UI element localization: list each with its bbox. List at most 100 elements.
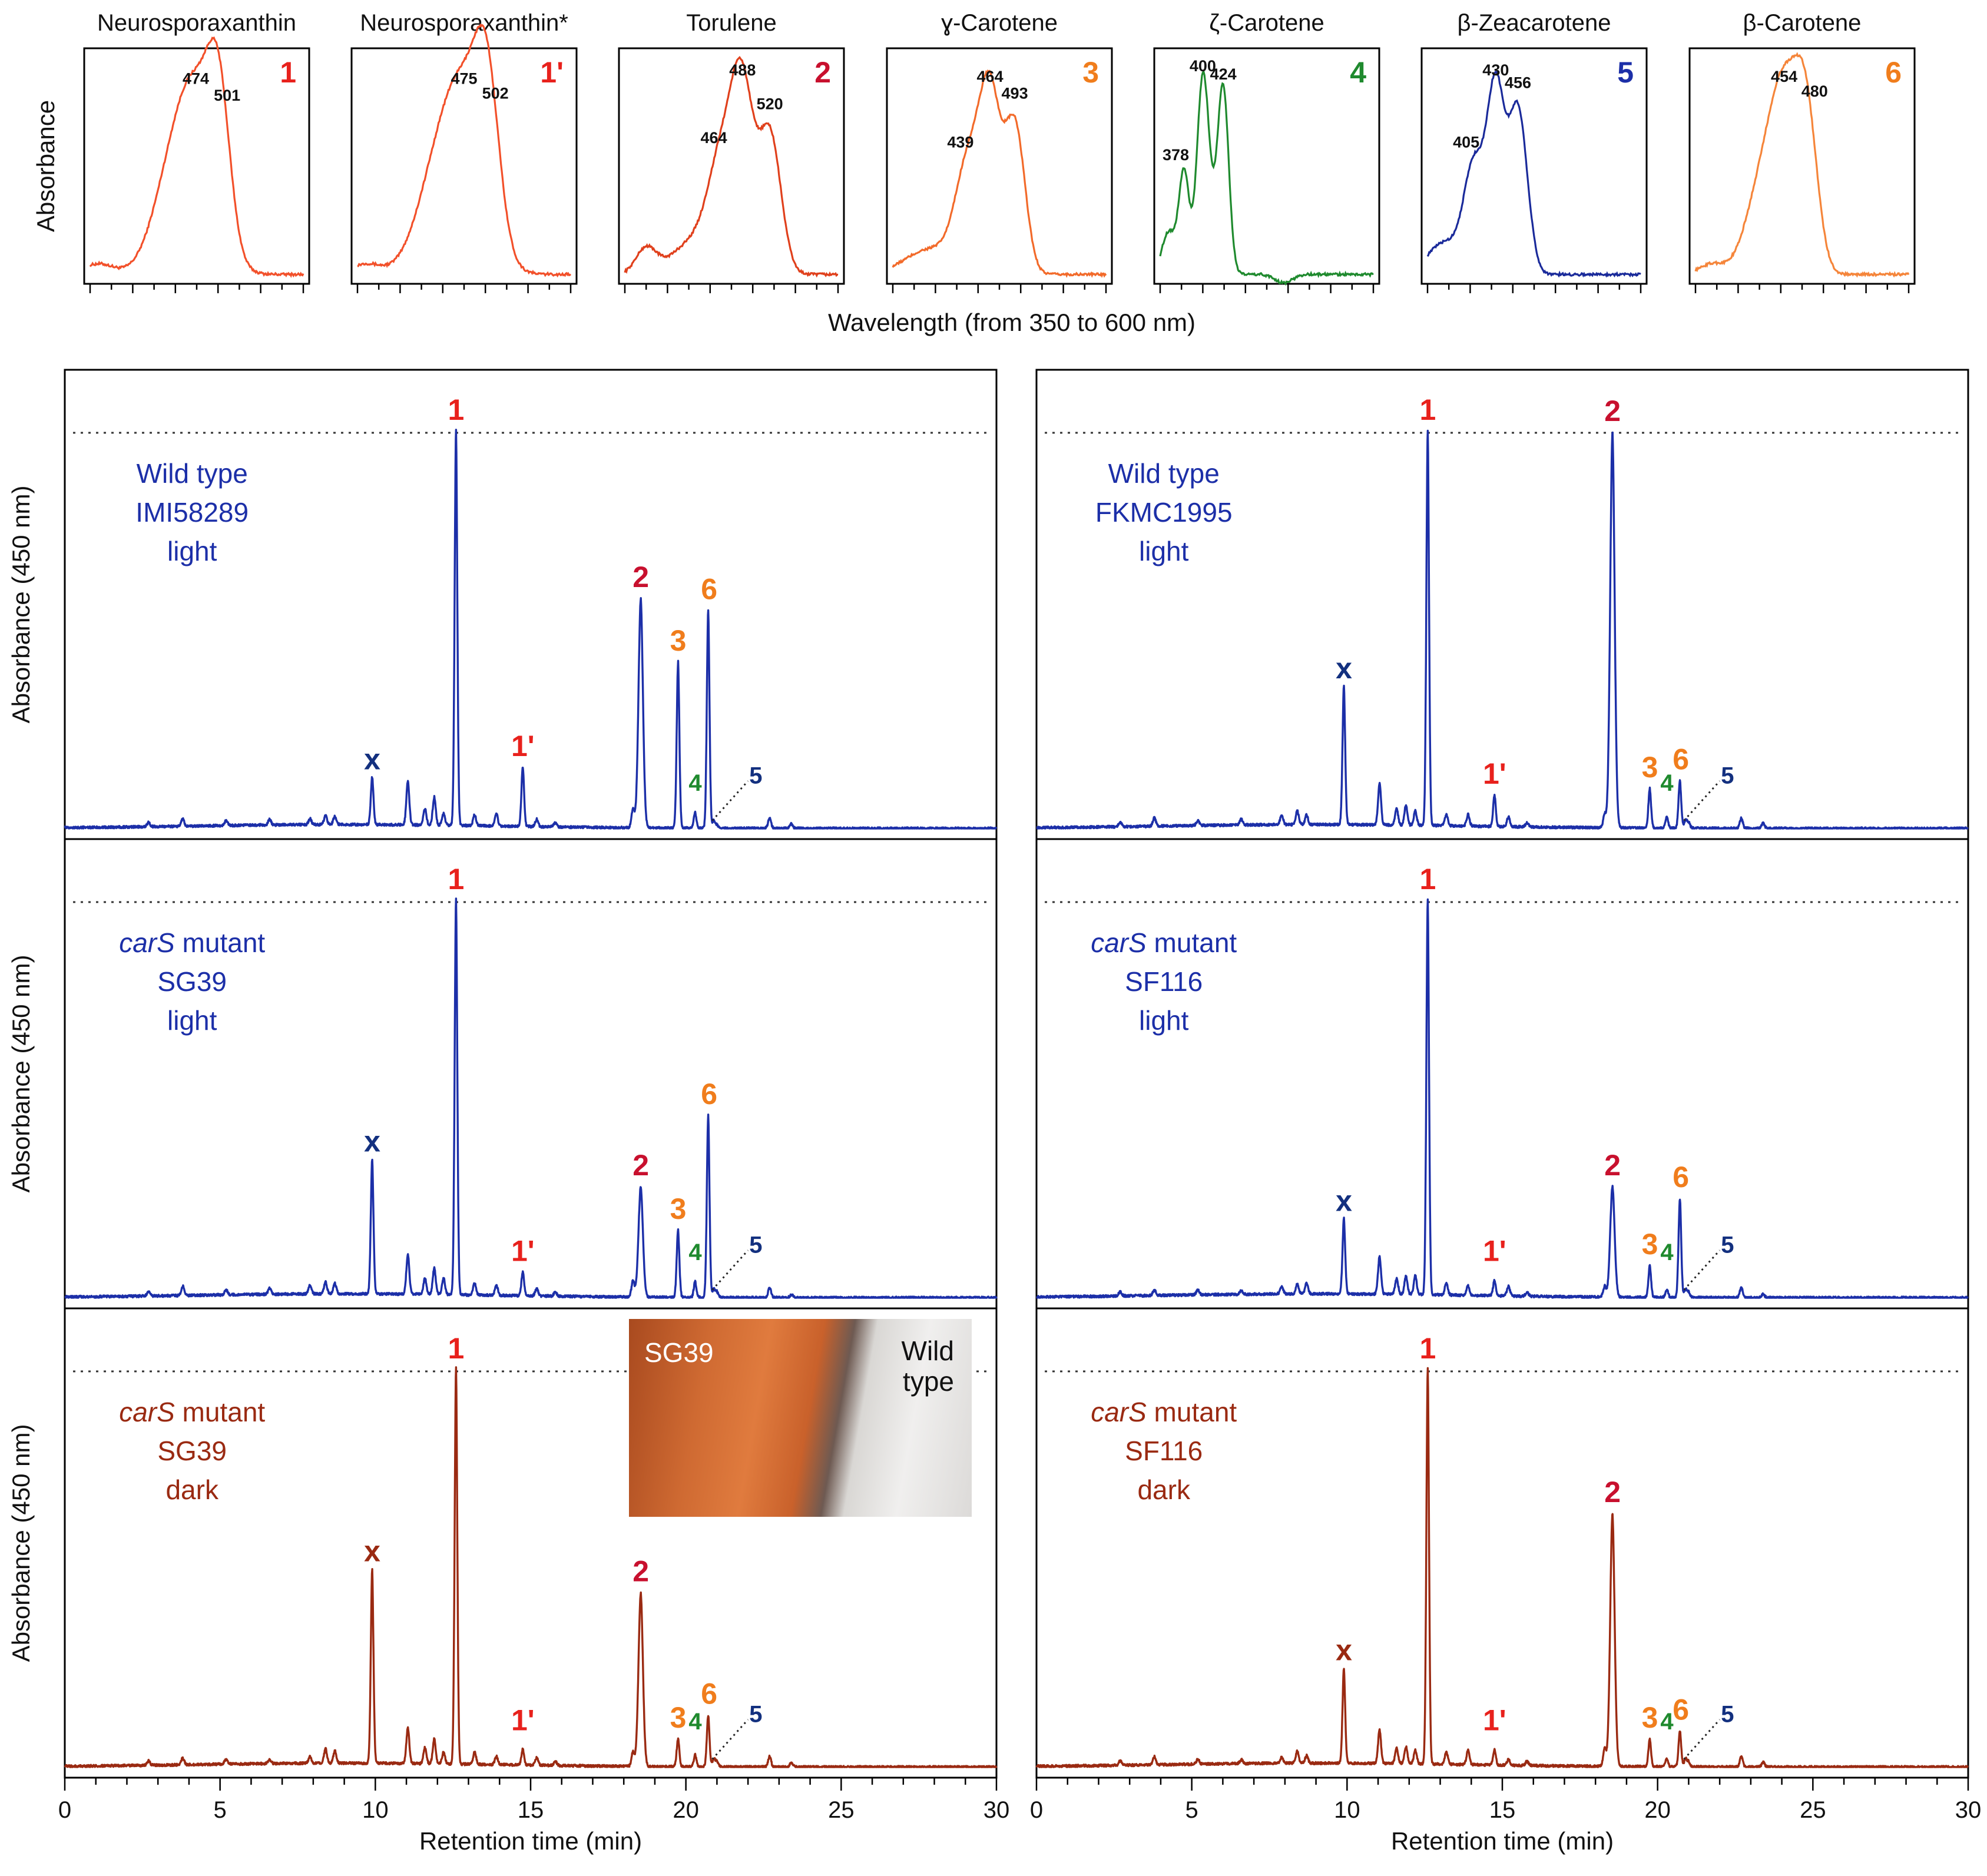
peak-label-5: 5 [749, 763, 762, 788]
gene-name: carS [1091, 927, 1147, 958]
chromatogram-panel-4: x 1 1' 2 3 4 6 5 carS mutant SF116 light [1035, 863, 1969, 1299]
sample-label: Wild type IMI58289 light [135, 458, 249, 566]
sample-type: mutant [1147, 1397, 1237, 1427]
leader-line-5 [711, 780, 749, 821]
peak-label-3: 3 [670, 1701, 687, 1734]
peak-label-1: 1 [1420, 863, 1436, 896]
peak-label-x: x [364, 743, 380, 775]
spectrum-peak-label: 439 [947, 133, 973, 151]
spectrum-peak-label: 464 [977, 68, 1004, 85]
peak-label-1: 1 [1420, 393, 1436, 426]
sample-condition: light [1139, 536, 1189, 566]
spectrum-peak-label: 520 [757, 95, 783, 113]
chromatogram-trace [1035, 429, 1969, 830]
time-axis-label: Retention time (min) [1391, 1827, 1614, 1855]
chromatogram-panel-3: x 1 1' 234 6 5 carS mutant SG39 light [64, 863, 998, 1299]
chromatogram-frame [64, 369, 998, 1779]
sample-strain: SG39 [157, 1436, 227, 1466]
peak-label-4: 4 [1660, 1239, 1674, 1265]
photo-label-sg39: SG39 [644, 1337, 714, 1368]
peak-label-3: 3 [670, 1192, 687, 1225]
peak-label-3: 3 [1642, 1228, 1658, 1261]
peak-label-1-prime: 1' [1483, 757, 1506, 790]
peak-label-6: 6 [1673, 1693, 1689, 1726]
leader-line-5 [1683, 1249, 1721, 1291]
gene-name: carS [119, 1397, 175, 1427]
time-tick-label: 25 [828, 1797, 855, 1823]
spectrum-peak-label: 464 [701, 129, 727, 147]
peak-label-x: x [364, 1125, 380, 1158]
spectrum-title: ɣ-Carotene [941, 10, 1058, 36]
sample-label: carS mutant SF116 light [1091, 927, 1237, 1036]
peak-label-1: 1 [448, 1332, 465, 1365]
spectrum-line [357, 23, 572, 278]
peak-label-5: 5 [1721, 763, 1734, 788]
time-tick-label: 15 [518, 1797, 544, 1823]
spectrum-peak-label: 475 [451, 69, 477, 87]
sample-label: carS mutant SG39 dark [119, 1397, 265, 1505]
sample-label-line1: carS mutant [119, 927, 265, 958]
spectrum-title: β-Carotene [1743, 10, 1862, 36]
spectrum-line [89, 36, 304, 279]
sample-condition: light [167, 1005, 217, 1036]
peak-label-4: 4 [688, 770, 702, 796]
time-tick-label: 0 [1030, 1797, 1043, 1823]
chromatogram-trace [64, 1366, 998, 1768]
peak-label-x: x [1336, 1634, 1352, 1667]
spectrum-line [1694, 52, 1910, 278]
spectrum-line [1426, 71, 1641, 278]
peak-label-1-prime: 1' [511, 730, 535, 763]
spectrum-badge: 3 [1082, 56, 1099, 89]
spectrum-peak-label: 501 [214, 87, 240, 104]
spectrum-peak-label: 502 [482, 85, 509, 102]
spectrum-panel-1: Neurosporaxanthin 1 474 501 [83, 10, 310, 293]
leader-line-5 [711, 1719, 749, 1760]
sample-type: mutant [1147, 927, 1237, 958]
chromatogram-panel-5: x 1 1' 2 3 46 5 carS mutant SG39 dark [64, 1332, 998, 1768]
chromatogram-trace [1035, 898, 1969, 1299]
spectrum-peak-label: 424 [1210, 65, 1237, 83]
gene-name: carS [119, 927, 175, 958]
spectrum-panel-2: Neurosporaxanthin* 1' 475 502 [350, 10, 578, 293]
chromatogram-ylabel: Absorbance (450 nm) [7, 1424, 35, 1662]
sample-strain: SF116 [1125, 966, 1203, 997]
spectrum-title: Neurosporaxanthin [97, 10, 296, 36]
sample-condition: light [167, 536, 217, 566]
spectrum-peak-label: 480 [1801, 82, 1828, 100]
chromatogram-panel-6: x 1 1' 2 3 46 5 carS mutant SF116 dark [1035, 1332, 1969, 1768]
peak-label-5: 5 [749, 1232, 762, 1258]
spectrum-title: β-Zeacarotene [1458, 10, 1611, 36]
leader-line-5 [711, 1249, 749, 1291]
spectrum-badge: 2 [814, 56, 831, 89]
spectrum-line [624, 56, 839, 278]
peak-label-2: 2 [1604, 1149, 1621, 1182]
spectrum-peak-label: 378 [1163, 146, 1189, 164]
spectrum-title: ζ-Carotene [1209, 10, 1324, 36]
sample-label-line1: carS mutant [1091, 1397, 1237, 1427]
sample-type: Wild type [1108, 458, 1220, 489]
leader-line-5 [1683, 1719, 1721, 1760]
peak-label-2: 2 [632, 561, 649, 594]
peak-label-1: 1 [1420, 1332, 1436, 1365]
peak-label-6: 6 [1673, 1161, 1689, 1194]
time-tick-label: 5 [214, 1797, 227, 1823]
peak-label-2: 2 [1604, 395, 1621, 427]
peak-label-3: 3 [1642, 1701, 1658, 1734]
leader-line-5 [1683, 780, 1721, 821]
peak-label-1-prime: 1' [511, 1704, 535, 1737]
sample-label: Wild type FKMC1995 light [1095, 458, 1233, 566]
peak-label-3: 3 [1642, 751, 1658, 784]
photo-label-wild: Wild [901, 1335, 954, 1366]
spectrum-frame [1153, 47, 1380, 285]
time-tick-label: 30 [983, 1797, 1010, 1823]
sample-condition: dark [165, 1474, 218, 1505]
spectrum-badge: 1 [280, 56, 296, 89]
spectrum-peak-label: 493 [1002, 85, 1028, 102]
spectrum-badge: 4 [1350, 56, 1366, 89]
colony-photo: SG39 Wild type [629, 1319, 972, 1517]
photo-label-type: type [903, 1366, 954, 1397]
time-tick-label: 20 [1644, 1797, 1671, 1823]
sample-condition: dark [1137, 1474, 1190, 1505]
